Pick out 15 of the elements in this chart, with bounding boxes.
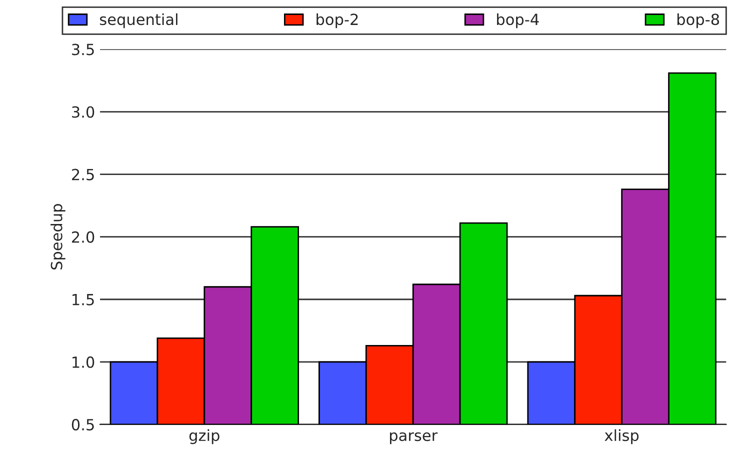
y-axis-title: Speedup	[50, 204, 66, 270]
y-tick-label: 2.5	[72, 168, 94, 180]
y-tick-label: 0.5	[72, 418, 94, 430]
y-tick-label: 3.0	[72, 106, 94, 118]
y-tick-label: 1.5	[72, 294, 94, 306]
legend-label: bop-8	[677, 13, 720, 28]
legend-label: sequential	[100, 13, 178, 28]
legend-label: bop-2	[316, 13, 358, 28]
y-tick-label: 1.0	[72, 356, 94, 368]
x-tick-label: parser	[390, 432, 438, 444]
x-tick-label: gzip	[189, 429, 220, 444]
legend-label: bop-4	[497, 13, 539, 28]
y-tick-label: 2.0	[72, 231, 94, 243]
y-tick-label: 3.5	[72, 44, 94, 56]
x-tick-label: xlisp	[604, 429, 639, 444]
